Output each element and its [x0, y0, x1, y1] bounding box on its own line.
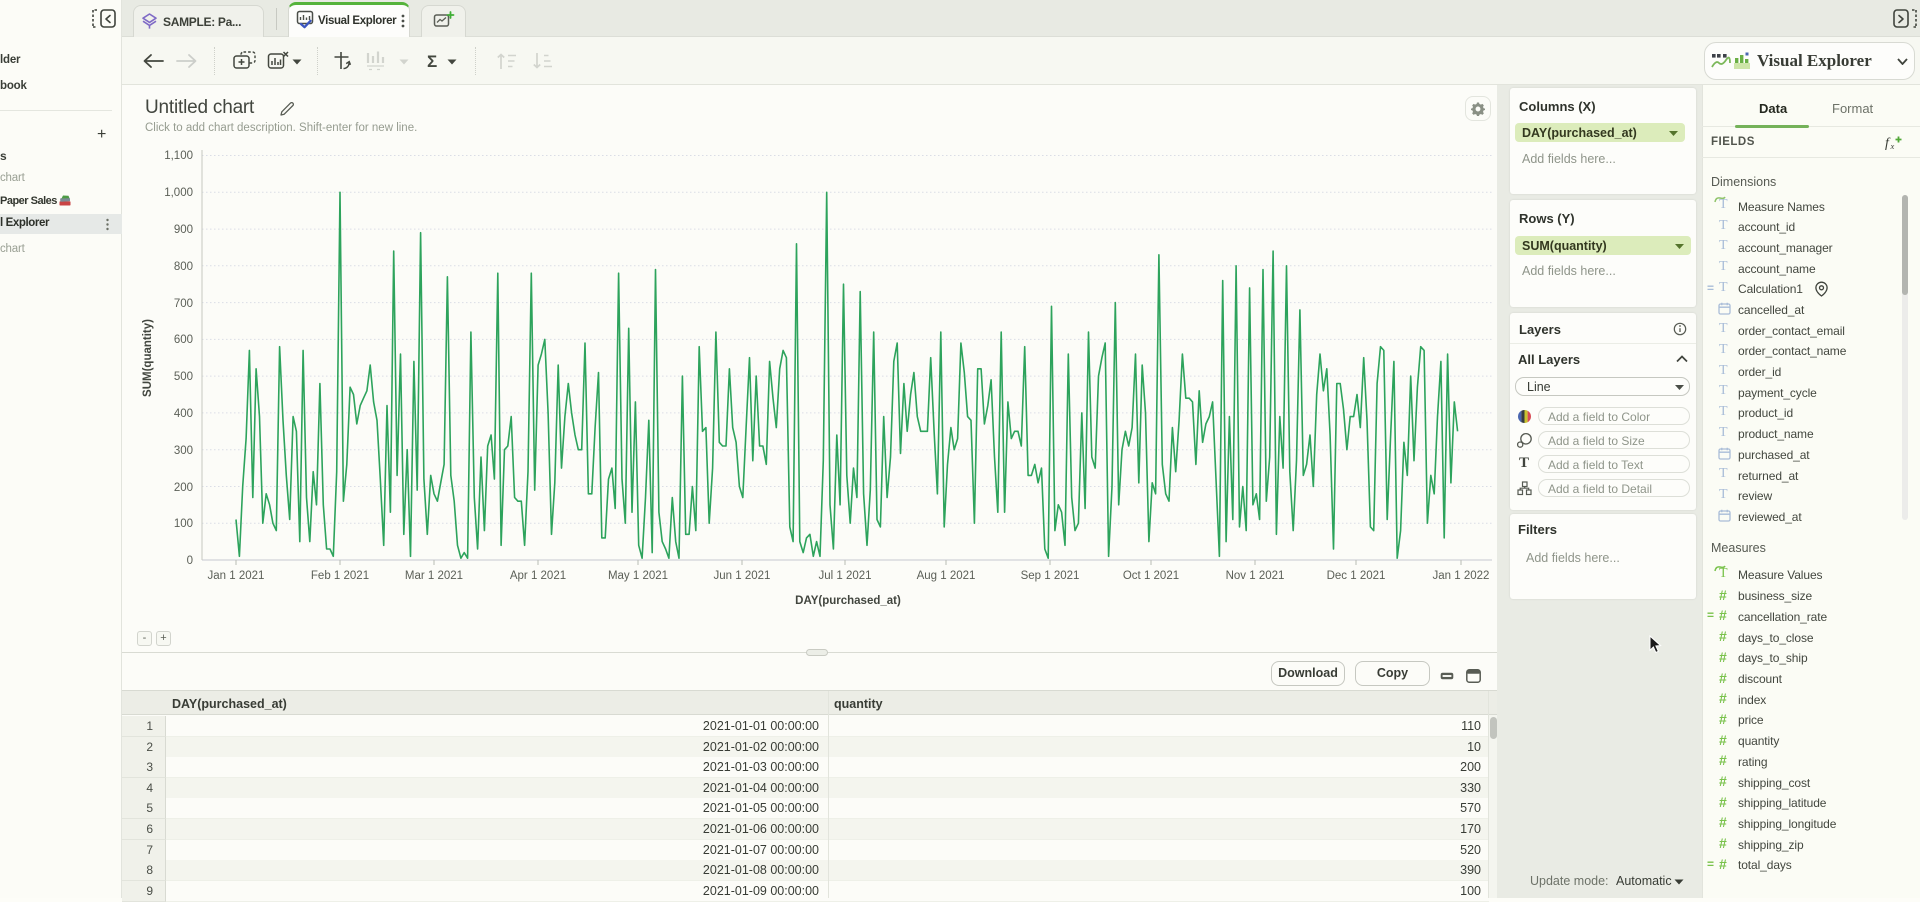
svg-text:Nov 1 2021: Nov 1 2021 [1226, 570, 1285, 582]
svg-text:Apr 1 2021: Apr 1 2021 [510, 570, 566, 582]
svg-text:f: f [1885, 136, 1891, 151]
svg-text:Aug 1 2021: Aug 1 2021 [917, 570, 976, 582]
svg-text:200: 200 [174, 482, 193, 494]
svg-text:Jun 1 2021: Jun 1 2021 [714, 570, 771, 582]
svg-text:SUM(quantity): SUM(quantity) [142, 319, 154, 397]
svg-text:500: 500 [174, 371, 193, 383]
svg-text:Oct 1 2021: Oct 1 2021 [1123, 570, 1179, 582]
svg-text:900: 900 [174, 224, 193, 236]
svg-text:300: 300 [174, 445, 193, 457]
svg-text:Feb 1 2021: Feb 1 2021 [311, 570, 369, 582]
svg-text:600: 600 [174, 334, 193, 346]
svg-text:x: x [1890, 141, 1895, 151]
svg-text:DAY(purchased_at): DAY(purchased_at) [795, 595, 901, 607]
svg-text:100: 100 [174, 518, 193, 530]
svg-text:800: 800 [174, 261, 193, 273]
svg-text:700: 700 [174, 298, 193, 310]
svg-text:Dec 1 2021: Dec 1 2021 [1327, 570, 1386, 582]
svg-text:Jan 1 2021: Jan 1 2021 [208, 570, 265, 582]
svg-text:Jan 1 2022: Jan 1 2022 [1433, 570, 1490, 582]
svg-text:0: 0 [187, 555, 193, 567]
svg-text:May 1 2021: May 1 2021 [608, 570, 668, 582]
svg-text:Jul 1 2021: Jul 1 2021 [818, 570, 871, 582]
svg-text:1,100: 1,100 [164, 150, 193, 162]
svg-text:Mar 1 2021: Mar 1 2021 [405, 570, 463, 582]
svg-text:400: 400 [174, 408, 193, 420]
svg-text:Sep 1 2021: Sep 1 2021 [1021, 570, 1080, 582]
svg-text:1,000: 1,000 [164, 187, 193, 199]
